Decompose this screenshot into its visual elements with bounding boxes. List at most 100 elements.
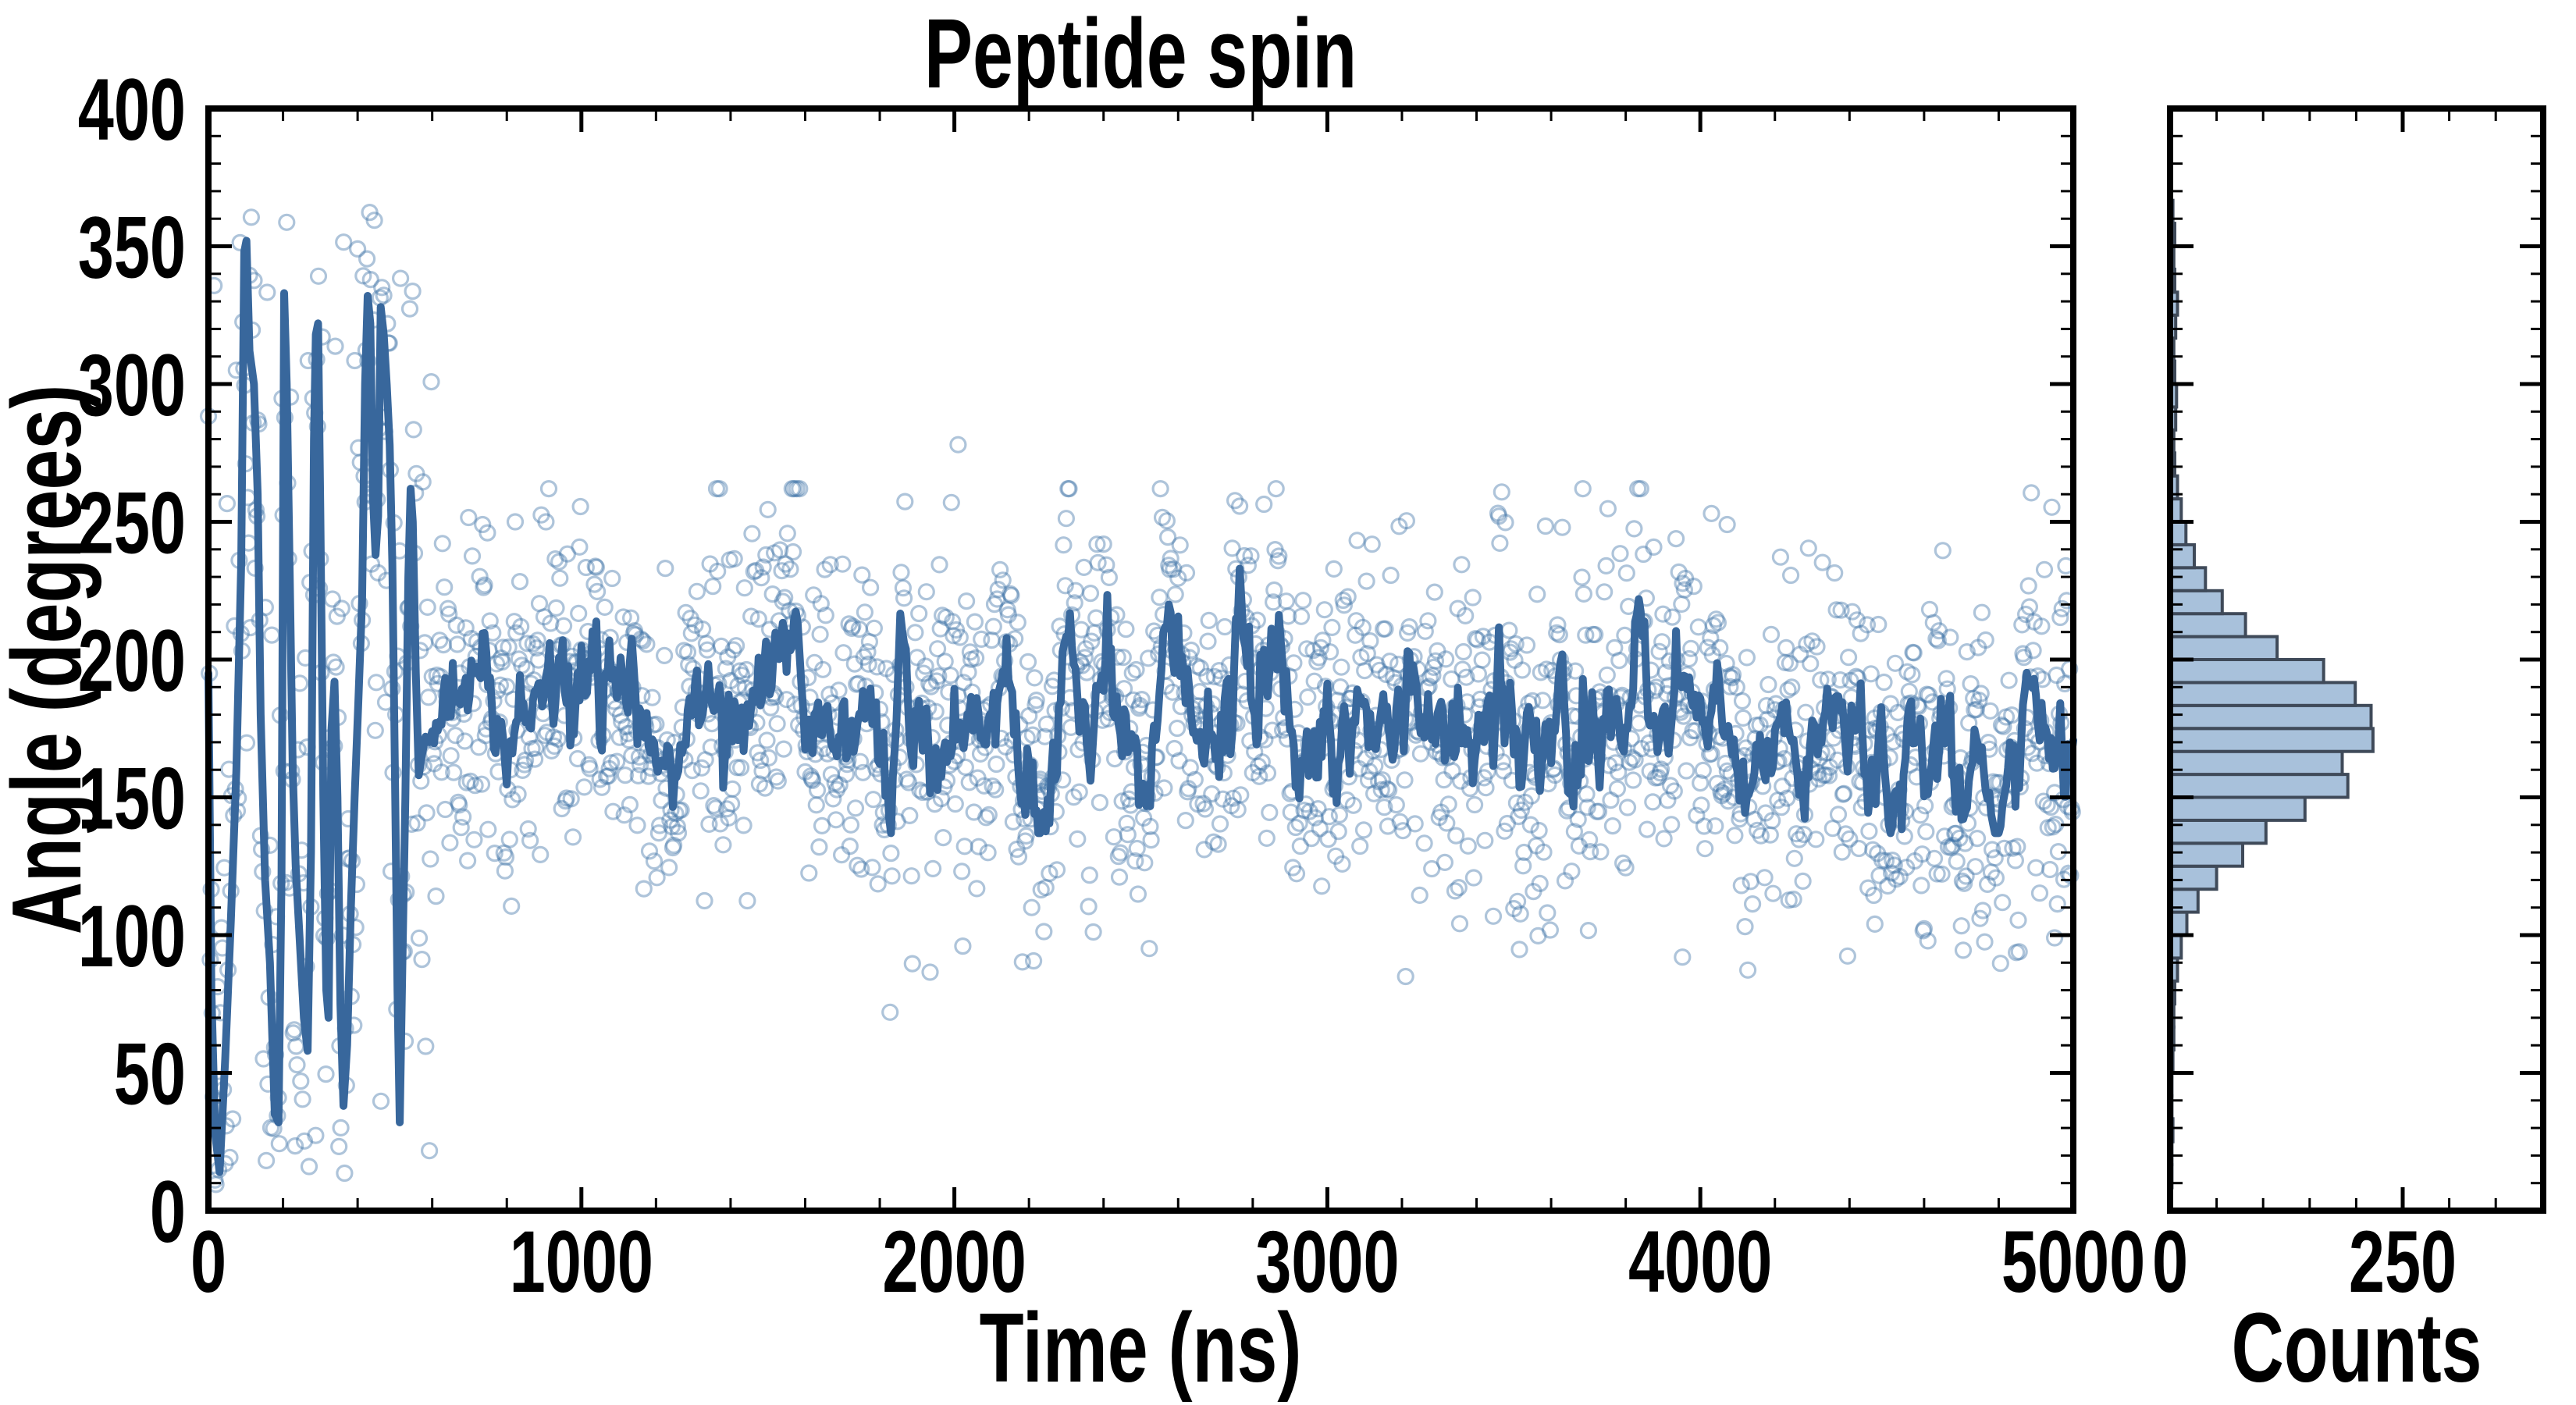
scatter-point [1987,869,2005,887]
scatter-point [361,204,379,222]
scatter-point [317,1065,335,1083]
scatter-point [1253,753,1271,771]
scatter-point [1924,614,1942,631]
scatter-point [1812,671,1830,689]
histogram-bar [2169,703,2373,731]
scatter-point [1224,789,1242,807]
scatter-point [1490,507,1508,525]
scatter-point [771,541,789,559]
scatter-point [1873,851,1891,870]
scatter-point [961,643,980,661]
scatter-point [1169,569,1187,587]
scatter-point [1357,572,1375,590]
scatter-point [1655,830,1673,848]
scatter-point [543,742,560,760]
scatter-point [855,648,873,666]
scatter-point [1682,639,1700,657]
scatter-point [1476,831,1494,849]
scatter-point [1973,603,1991,621]
scatter-point [580,756,598,774]
scatter-point [1299,688,1317,706]
scatter-point [1939,838,1957,856]
scatter-point [683,761,702,780]
scatter-point [295,1132,314,1150]
scatter-point [901,806,919,825]
scatter-point [512,617,530,636]
scatter-point [1763,812,1781,830]
scatter-point [987,781,1005,799]
scatter-point [2030,884,2049,902]
scatter-point [1745,810,1763,829]
scatter-point [1484,907,1503,925]
scatter-point [1742,873,1759,891]
scatter-point [1631,479,1649,498]
scatter-point [1261,803,1279,822]
scatter-point [735,816,753,834]
main-plot-frame [205,105,2076,1214]
y-tick-label: 100 [78,887,186,985]
scatter-point [1118,814,1136,832]
scatter-point [1994,717,2012,735]
scatter-point [1165,739,1183,758]
scatter-point [1848,611,1866,629]
scatter-point [1496,514,1514,532]
scatter-point [778,525,796,542]
scatter-point [731,759,750,777]
scatter-point [1083,632,1101,650]
scatter-point [827,781,846,799]
scatter-outlier-point [942,493,960,511]
scatter-point [921,963,939,981]
scatter-point [1506,651,1524,669]
scatter-point [550,553,568,571]
scatter-point [747,561,765,580]
scatter-point [1348,532,1366,550]
scatter-point [899,774,918,791]
scatter-point [536,727,554,745]
scatter-point [1199,632,1217,650]
scatter-point [1134,809,1153,827]
scatter-point [2013,616,2031,634]
scatter-point [1799,539,1817,557]
scatter-point [1333,855,1351,873]
scatter-point [270,1135,288,1153]
scatter-point [1599,500,1617,518]
scatter-point [931,620,949,638]
scatter-point [852,860,870,878]
scatter-point [1727,678,1745,696]
scatter-point [1323,618,1341,637]
scatter-outlier-point [1397,967,1414,986]
y-tick-label-group: 250 [78,474,186,571]
scatter-point [1579,921,1598,940]
scatter-point [1026,669,1044,687]
scatter-point [1723,669,1741,687]
scatter-point [546,737,564,756]
scatter-point [1735,709,1752,727]
scatter-point [1396,771,1414,789]
scatter-point [1589,802,1608,820]
scatter-point [1597,557,1615,575]
scatter-point [930,667,948,685]
scatter-point [1649,768,1667,787]
scatter-point [602,754,621,772]
scatter-point [458,852,477,870]
scatter-point [1689,618,1707,636]
scatter-point [1186,770,1204,789]
scatter-point [941,667,959,685]
scatter-point [1905,852,1923,870]
scatter-point [1954,941,1973,959]
scatter-point [621,609,640,627]
scatter-point [859,642,877,661]
scatter-point [432,763,450,781]
scatter-point [757,546,775,564]
scatter-point [1411,886,1429,905]
scatter-point [1321,643,1340,661]
scatter-point [1588,802,1606,820]
scatter-point [1057,510,1076,528]
plot-title: Peptide spin [924,0,1357,108]
scatter-point [258,283,276,301]
scatter-point [822,766,841,784]
scatter-point [700,815,718,834]
scatter-point [692,782,710,800]
scatter-point [1840,648,1858,667]
y-tick-label-group: 350 [78,198,186,296]
